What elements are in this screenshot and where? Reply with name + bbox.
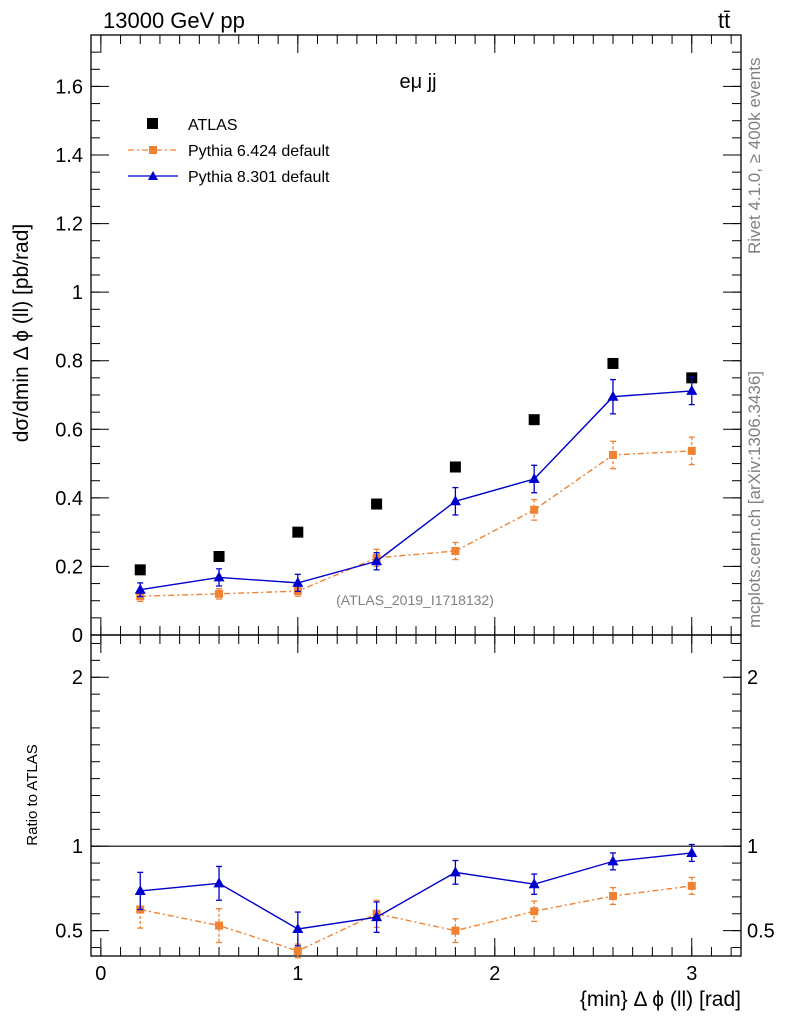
ratio-panel-frame: [90, 634, 742, 957]
data-point-0: [292, 526, 304, 538]
main-series-group: [134, 357, 698, 603]
main-y-ticks: 0 0.2 0.4 0.6 0.8 1 1.2 1.4 1.6: [55, 34, 741, 647]
y-tick-label: 0.6: [55, 419, 83, 441]
data-point-1: [686, 846, 698, 857]
mcplots-label: mcplots.cern.ch [arXiv:1306.3436]: [745, 371, 764, 628]
data-point-2: [292, 576, 304, 587]
main-ylabel: dσ/dmin Δ ϕ (ll) [pb/rad]: [10, 224, 33, 443]
data-point-1: [451, 547, 460, 555]
y-tick-label: 2: [72, 667, 83, 689]
data-point-1: [530, 505, 539, 514]
y-tick-label: 0: [72, 625, 83, 647]
data-point-0: [607, 357, 619, 369]
data-point-1: [292, 922, 304, 933]
series-line-1: [140, 852, 692, 930]
data-point-1: [608, 451, 617, 459]
main-x-ticks: [100, 35, 732, 635]
y-tick-label-right: 2: [747, 667, 758, 689]
y-tick-label: 1.2: [55, 214, 83, 236]
y-tick-label-right: 0.5: [747, 921, 775, 943]
data-point-2: [213, 571, 225, 582]
data-point-0: [293, 946, 302, 955]
legend-label-atlas: ATLAS: [188, 117, 238, 134]
x-axis-label: {min} Δ ϕ (ll) [rad]: [580, 988, 741, 1011]
y-tick-label-right: 1: [747, 836, 758, 858]
series-line-2: [140, 390, 692, 591]
x-tick-label: 3: [686, 963, 697, 985]
x-tick-label: 1: [292, 963, 303, 985]
data-point-2: [686, 384, 698, 395]
legend-label-pythia6: Pythia 6.424 default: [188, 143, 330, 160]
data-point-1: [528, 878, 540, 889]
legend-marker-pythia8: [148, 171, 158, 180]
data-point-1: [607, 855, 619, 866]
watermark-label: (ATLAS_2019_I1718132): [336, 592, 494, 608]
series-line-1: [140, 450, 692, 597]
data-point-1: [449, 866, 461, 877]
data-point-1: [687, 446, 696, 455]
data-point-2: [134, 583, 146, 594]
data-point-0: [528, 414, 540, 426]
y-tick-label: 0.5: [55, 921, 83, 943]
ratio-x-ticks: 0 1 2 3: [95, 635, 732, 985]
data-point-2: [607, 390, 619, 401]
rivet-label: Rivet 4.1.0, ≥ 400k events: [745, 58, 764, 254]
y-tick-label: 0.2: [55, 556, 83, 578]
data-point-0: [687, 881, 696, 890]
y-tick-label: 1.6: [55, 76, 83, 98]
data-point-0: [213, 550, 225, 562]
data-point-0: [371, 498, 383, 510]
y-tick-label: 0.4: [55, 488, 83, 510]
data-point-0: [449, 461, 461, 473]
legend-marker-pythia6: [149, 146, 157, 154]
data-point-0: [215, 921, 224, 930]
main-title: eμ jj: [399, 71, 436, 93]
data-point-1: [371, 911, 383, 922]
y-tick-label: 1: [72, 836, 83, 858]
ratio-series-group: [134, 843, 698, 959]
data-point-1: [134, 884, 146, 895]
y-tick-label: 1: [72, 282, 83, 304]
data-point-0: [530, 907, 539, 916]
series-line-0: [140, 885, 692, 952]
legend-marker-atlas: [147, 118, 158, 129]
data-point-2: [371, 555, 383, 566]
legend-label-pythia8: Pythia 8.301 default: [188, 169, 330, 186]
ratio-ylabel: Ratio to ATLAS: [24, 744, 41, 845]
y-tick-label: 0.8: [55, 351, 83, 373]
y-tick-label: 1.4: [55, 145, 83, 167]
data-point-0: [134, 564, 146, 576]
data-point-1: [215, 589, 224, 598]
data-point-0: [451, 926, 460, 935]
process-label: tt̄: [718, 8, 730, 33]
data-point-0: [608, 892, 617, 901]
data-point-2: [449, 495, 461, 506]
legend: ATLAS Pythia 6.424 default Pythia 8.301 …: [128, 117, 330, 186]
energy-label: 13000 GeV pp: [103, 8, 245, 33]
data-point-2: [528, 473, 540, 483]
ratio-y-ticks: 0.5 0.5 1 1 2 2: [55, 642, 775, 949]
x-tick-label: 0: [95, 963, 106, 985]
data-point-1: [213, 877, 225, 888]
x-tick-label: 2: [489, 963, 500, 985]
